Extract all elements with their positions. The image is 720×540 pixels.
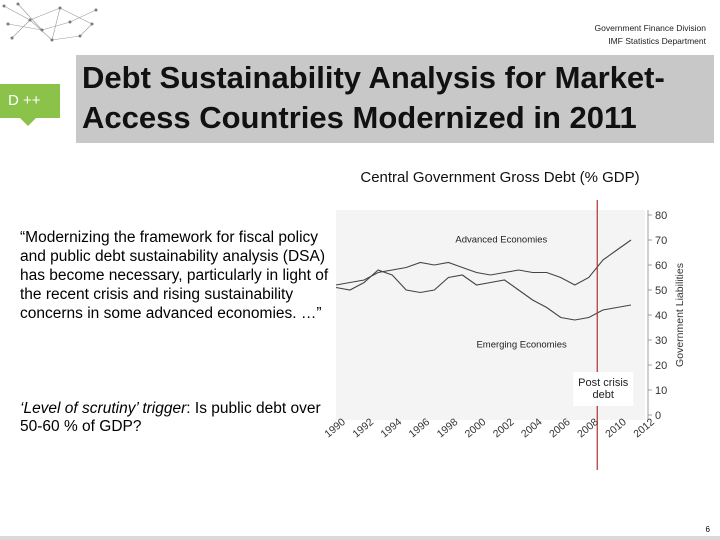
- chart-title: Central Government Gross Debt (% GDP): [360, 169, 640, 186]
- trigger-question: : Is public debt over 50-60 % of GDP?: [20, 400, 321, 435]
- y-tick-label: 70: [655, 235, 667, 247]
- y-tick-label: 0: [655, 410, 661, 422]
- network-logo: [2, 2, 98, 42]
- org-department: IMF Statistics Department: [608, 36, 706, 46]
- y-tick-label: 50: [655, 285, 667, 297]
- header-organization: Government Finance Division IMF Statisti…: [595, 22, 707, 48]
- series-line-advanced-economies: [335, 239, 632, 286]
- page-number: 6: [705, 525, 710, 534]
- y-tick-label: 80: [655, 210, 667, 222]
- annotation-box: [573, 372, 634, 406]
- side-tag-pointer: [20, 118, 36, 126]
- debt-chart: Advanced Economies Emerging Economies Post…: [322, 200, 686, 470]
- y-tick-label: 20: [655, 360, 667, 372]
- bottom-band: [0, 536, 720, 540]
- annotation-post-crisis-debt: Post crisis debt: [578, 377, 629, 401]
- org-division: Government Finance Division: [594, 23, 707, 33]
- title-band: [76, 55, 714, 143]
- trigger-text: ‘Level of scrutiny’ trigger: Is public d…: [20, 400, 330, 436]
- plot-area: Advanced Economies Emerging Economies Post…: [335, 200, 645, 470]
- y-tick-label: 40: [655, 310, 667, 322]
- slide-title: Debt Sustainability Analysis for Market-…: [82, 60, 665, 135]
- y-tick-label: 60: [655, 260, 667, 272]
- series-label-emerging-economies: Emerging Economies: [476, 340, 567, 351]
- trigger-label: ‘Level of scrutiny’ trigger: [20, 400, 187, 417]
- quote-text: “Modernizing the framework for fiscal po…: [20, 229, 329, 322]
- side-tag: D ++: [0, 84, 60, 118]
- series-label-advanced-economies: Advanced Economies: [455, 235, 547, 246]
- y-tick-label: 30: [655, 335, 667, 347]
- y-tick-label: 10: [655, 385, 667, 397]
- y-axis-label: Government Liabilities: [674, 263, 686, 367]
- y-axis: 0 10 20 30 40 50 60 70 80 Government Liabilities: [647, 210, 686, 422]
- series-line-emerging-economies: [335, 269, 632, 321]
